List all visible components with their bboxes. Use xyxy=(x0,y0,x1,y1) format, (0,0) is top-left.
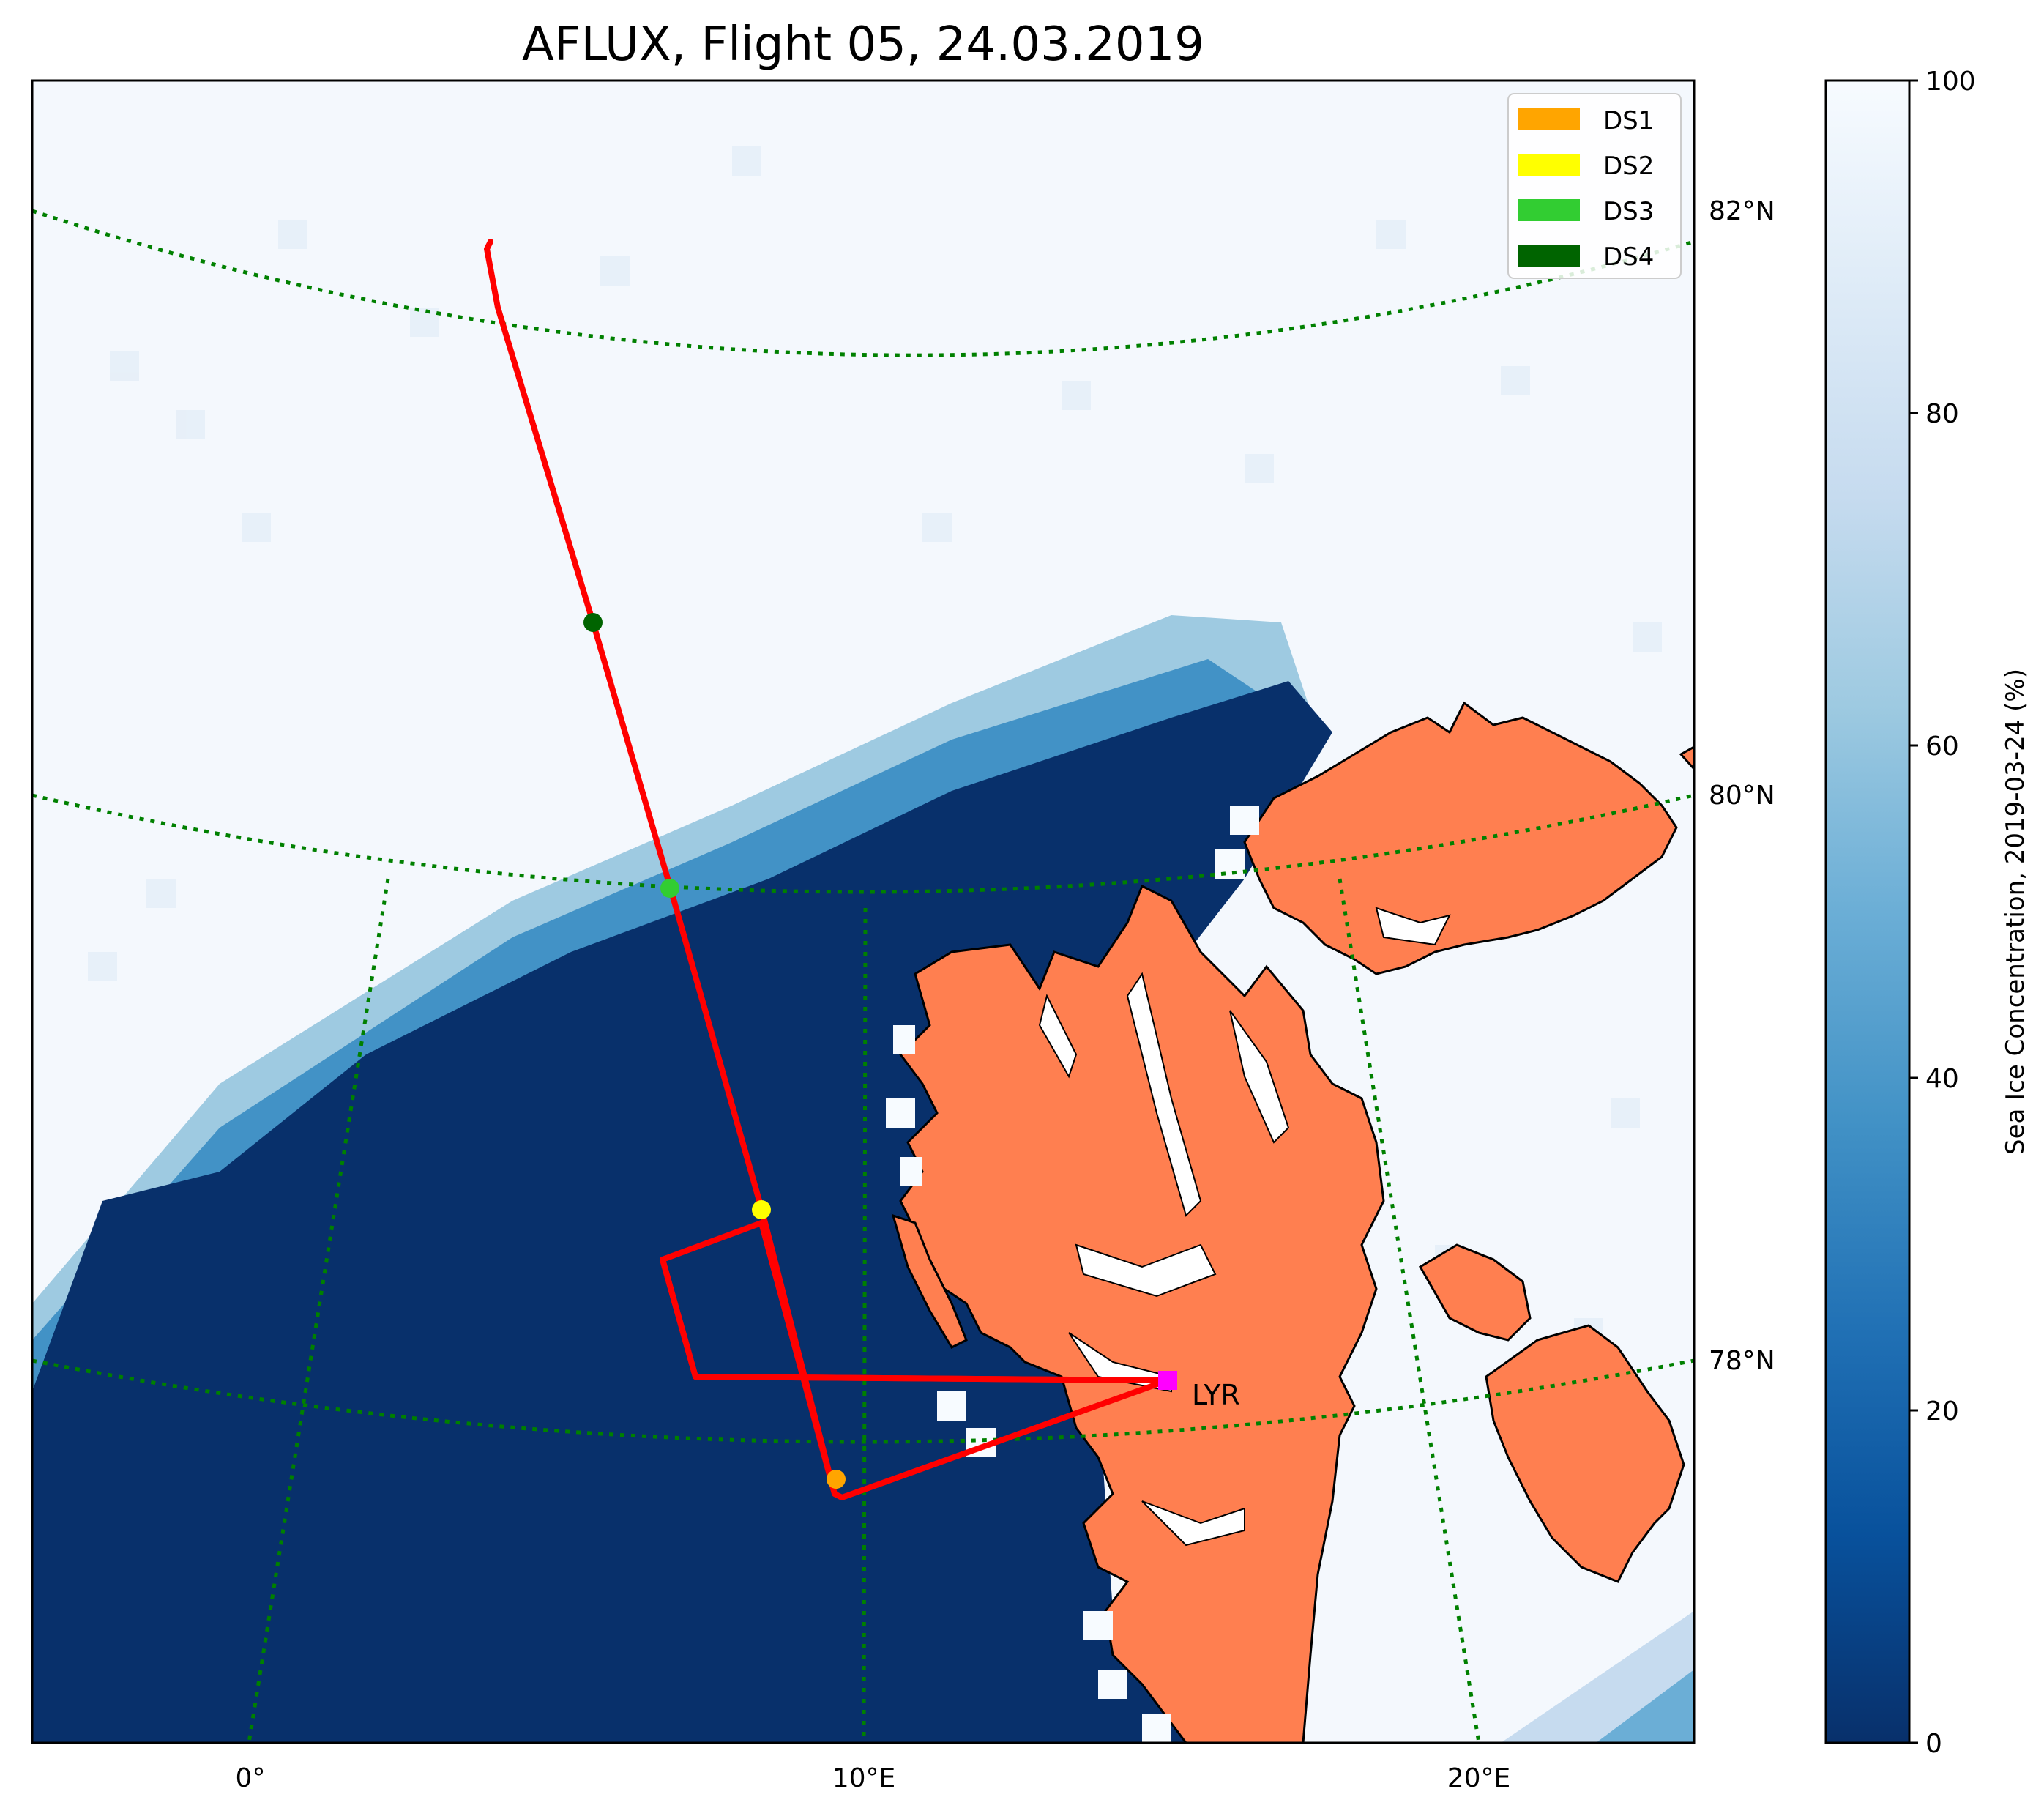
colorbar-tick-40: 40 xyxy=(1925,1064,1959,1094)
lon-20e-line xyxy=(1338,878,1481,1743)
lat-label-80n: 80°N xyxy=(1709,781,1775,811)
legend: DS1 DS2 DS3 DS4 xyxy=(1507,93,1682,279)
legend-swatch-ds2 xyxy=(1518,154,1580,176)
colorbar: 0 20 40 60 80 100 Sea Ice Concentration,… xyxy=(1824,67,2030,1759)
lon-label-0: 0° xyxy=(236,1763,266,1793)
ds1-marker[interactable] xyxy=(827,1470,846,1489)
legend-label-ds1: DS1 xyxy=(1603,106,1654,135)
colorbar-tick-100: 100 xyxy=(1925,67,1976,97)
graticule xyxy=(32,209,1694,1743)
coastal-ice xyxy=(886,806,1259,1743)
lon-10e-line xyxy=(862,907,868,1743)
flight-track xyxy=(484,239,1171,1500)
lon-label-10e: 10°E xyxy=(832,1763,896,1793)
lat-78-line xyxy=(32,1358,1694,1444)
legend-label-ds2: DS2 xyxy=(1603,152,1654,181)
legend-swatch-ds4 xyxy=(1518,245,1580,267)
colorbar-tick-0: 0 xyxy=(1925,1729,1942,1759)
fjords xyxy=(1038,907,1451,1547)
colorbar-tick-60: 60 xyxy=(1925,732,1959,762)
lat-label-82n: 82°N xyxy=(1709,196,1775,226)
legend-label-ds3: DS3 xyxy=(1603,197,1654,226)
lon-0-line xyxy=(247,878,390,1743)
ds4-marker[interactable] xyxy=(583,613,603,632)
lat-label-78n: 78°N xyxy=(1709,1346,1775,1376)
lat-82-line xyxy=(32,209,1694,357)
map-frame xyxy=(31,79,1696,1744)
ds3-marker[interactable] xyxy=(660,879,679,898)
lon-label-20e: 20°E xyxy=(1447,1763,1511,1793)
map-area: LYR DS1 DS2 DS3 DS4 xyxy=(32,81,1694,1743)
lyr-marker[interactable] xyxy=(1158,1371,1177,1390)
colorbar-label: Sea Ice Concentration, 2019-03-24 (%) xyxy=(2001,669,2030,1155)
colorbar-tick-20: 20 xyxy=(1925,1396,1959,1426)
colorbar-tick-80: 80 xyxy=(1925,399,1959,429)
ds2-marker[interactable] xyxy=(752,1200,771,1219)
lyr-label: LYR xyxy=(1192,1379,1240,1411)
legend-label-ds4: DS4 xyxy=(1603,242,1654,272)
colorbar-gradient xyxy=(1824,79,1911,1744)
map-title: AFLUX, Flight 05, 24.03.2019 xyxy=(522,18,1204,72)
lat-80-line xyxy=(32,793,1694,894)
legend-swatch-ds3 xyxy=(1518,199,1580,221)
legend-swatch-ds1 xyxy=(1518,108,1580,130)
